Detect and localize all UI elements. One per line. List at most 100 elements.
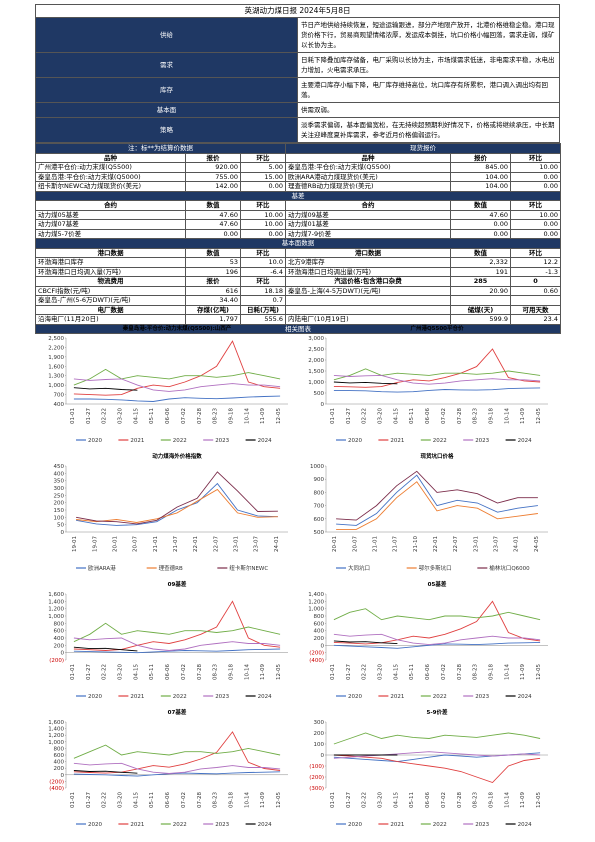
summary-text: 节日产地供给持续恢复，短途运输跟进，部分产地限产放开，北港价格维稳企稳。港口现货… xyxy=(297,17,560,53)
series-line xyxy=(333,387,541,393)
header-cell: 港口数据 xyxy=(285,247,452,258)
x-tick-label: 01-27 xyxy=(86,792,92,808)
cell xyxy=(285,295,452,306)
x-tick-label: 22-07 xyxy=(453,536,459,552)
legend-label: 2022 xyxy=(433,438,447,444)
y-tick-label: 0 xyxy=(61,651,65,657)
y-tick-label: 200 xyxy=(54,643,65,649)
summary-label: 基本面 xyxy=(35,102,298,118)
charts: 秦皇岛港:平仓价:动力末煤(Q5500):山西产 400 700 1,000 1,300… xyxy=(48,324,548,828)
cell: 10.0 xyxy=(239,257,287,268)
cell: 18.18 xyxy=(239,285,287,296)
x-tick-label: 03-20 xyxy=(118,792,124,808)
data-table: 注：标**为结算价数据 现货报价 品种 报价 环比 品种 报价 环比 广州港平仓价:动力末煤(Q… xyxy=(34,143,562,334)
y-tick-label: 1,600 xyxy=(48,364,64,370)
x-tick-label: 19-01 xyxy=(72,536,78,552)
cell: 191 xyxy=(450,266,512,277)
cell: 47.60 xyxy=(450,209,512,220)
series-line xyxy=(73,646,138,652)
x-tick-label: 21-07 xyxy=(173,536,179,552)
cell: 2,332 xyxy=(450,257,512,268)
legend-label: 2022 xyxy=(173,438,187,444)
cell: 47.60 xyxy=(185,209,241,220)
x-tick-label: 07-28 xyxy=(197,664,203,680)
cell: 动力煤05基差 xyxy=(35,209,186,220)
x-tick-label: 22-01 xyxy=(193,536,199,552)
legend-label: 2021 xyxy=(130,822,144,828)
y-tick-label: 800 xyxy=(54,621,65,627)
summary-row: 供给 节日产地供给持续恢复，短途运输跟进，部分产地限产放开，北港价格维稳企稳。港口… xyxy=(35,17,560,53)
chart-title: 05基差 xyxy=(428,580,447,588)
x-tick-label: 07-28 xyxy=(457,792,463,808)
chart-title: 07基差 xyxy=(168,708,187,716)
header-row: 品种 报价 环比 品种 报价 环比 xyxy=(35,152,562,163)
x-tick-label: 24-01 xyxy=(274,536,280,552)
data-row: 动力煤05基差 47.60 10.00 动力煤09基差 47.60 10.00 xyxy=(35,209,562,220)
y-tick-label: 500 xyxy=(314,391,325,397)
cell: 845.00 xyxy=(450,162,512,173)
series-line xyxy=(336,474,538,526)
x-tick-label: 05-11 xyxy=(149,664,155,680)
y-tick-label: 800 xyxy=(314,614,325,620)
y-tick-label: 200 xyxy=(314,636,325,642)
series-line xyxy=(76,471,278,525)
legend-label: 2023 xyxy=(475,822,489,828)
x-tick-label: 10-14 xyxy=(504,792,510,808)
cell: 10.00 xyxy=(239,209,287,220)
row: 英湖动力煤日报 2024年5月8日 xyxy=(35,4,560,18)
summary-row: 策略 淡季需求偏弱，基本面偏宽松，在无持续超预期利好情况下，价格或将继续承压，中长… xyxy=(35,117,560,143)
x-tick-label: 02-22 xyxy=(102,664,108,680)
cell: 755.00 xyxy=(185,171,241,182)
x-tick-label: 10-14 xyxy=(504,664,510,680)
data-row: 沿海电厂(11月20日) 1,797 555.6 内陆电厂(10月19日) 599.9 2… xyxy=(35,314,562,325)
x-tick-label: 02-22 xyxy=(102,408,108,424)
series-line xyxy=(73,771,281,777)
y-tick-label: 400 xyxy=(54,636,65,642)
header-cell: 日耗(万吨) xyxy=(239,304,287,315)
cell: 动力煤07基差 xyxy=(35,219,186,230)
x-tick-label: 05-11 xyxy=(409,664,415,680)
cell: 环渤海港口库存 xyxy=(35,257,186,268)
cell: 47.60 xyxy=(185,219,241,230)
x-tick-label: 23-01 xyxy=(473,536,479,552)
series-line xyxy=(73,340,281,396)
legend-label: 2023 xyxy=(215,438,229,444)
y-tick-label: 2,000 xyxy=(308,358,324,364)
summary-label: 供给 xyxy=(35,17,298,53)
summary-row: 需求 日耗下降叠加库存储备，电厂采购以长协为主，市场煤需求低迷，非电需求平稳，水电… xyxy=(35,52,560,78)
cell: 920.00 xyxy=(185,162,241,173)
x-tick-label: 03-20 xyxy=(118,664,124,680)
section-title: 相关图表 xyxy=(34,323,562,334)
x-tick-label: 04-15 xyxy=(133,408,139,424)
summary-text: 供需双弱。 xyxy=(297,102,560,118)
cell: 纽卡斯尔NEWC动力煤现货价(美元) xyxy=(35,181,186,192)
header-cell: 环比 xyxy=(510,200,562,211)
x-tick-label: 07-28 xyxy=(457,408,463,424)
cell: 0.00 xyxy=(510,228,562,239)
header-row: 物流费用 报价 环比 汽运价格:包含港口杂费 285 0 xyxy=(35,276,562,287)
y-tick-label: 1,200 xyxy=(48,733,64,739)
x-tick-label: 07-28 xyxy=(197,792,203,808)
y-tick-label: 300 xyxy=(54,486,65,492)
cell: 0.00 xyxy=(450,228,512,239)
cell xyxy=(510,295,562,306)
y-tick-label: (200) xyxy=(309,651,324,657)
y-tick-label: 0 xyxy=(61,530,65,536)
chart-title: 现货坑口价格 xyxy=(420,452,454,460)
header-cell: 汽运价格:包含港口杂费 xyxy=(285,276,452,287)
cell: 53 xyxy=(185,257,241,268)
series-line xyxy=(333,368,541,381)
x-tick-label: 21-07 xyxy=(393,536,399,552)
series-line xyxy=(333,641,541,649)
y-tick-label: 1,200 xyxy=(308,599,324,605)
x-tick-label: 21-10 xyxy=(413,536,419,552)
x-tick-label: 03-20 xyxy=(378,408,384,424)
y-tick-label: 0 xyxy=(321,753,325,759)
header-cell: 环比 xyxy=(239,200,287,211)
summary-text: 日耗下降叠加库存储备，电厂采购以长协为主，市场煤需求低迷，非电需求平稳，水电出力… xyxy=(297,52,560,78)
y-tick-label: (200) xyxy=(309,775,324,781)
legend-label: 2021 xyxy=(390,438,404,444)
legend-label: 2024 xyxy=(518,822,532,828)
x-tick-label: 01-27 xyxy=(86,408,92,424)
